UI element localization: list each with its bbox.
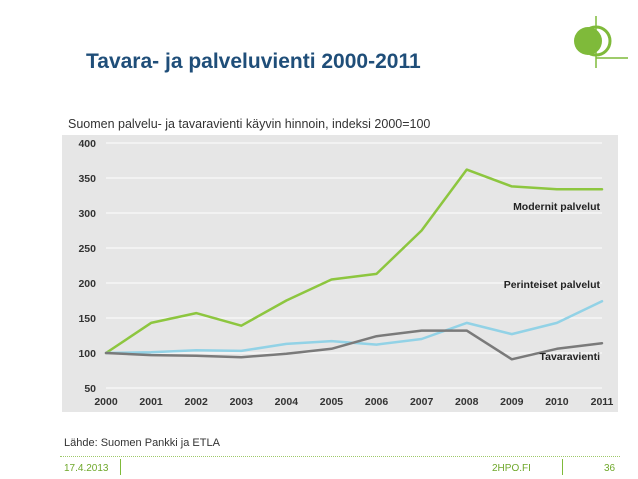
x-tick-label: 2009 xyxy=(500,396,524,408)
series-line xyxy=(104,329,604,361)
footer-date: 17.4.2013 xyxy=(64,463,109,474)
series-line xyxy=(104,168,604,355)
footer-site: 2HPO.FI xyxy=(492,463,531,474)
x-tick-label: 2004 xyxy=(275,396,299,408)
footer-divider xyxy=(60,456,620,457)
slide-title: Tavara- ja palveluvienti 2000-2011 xyxy=(86,50,421,73)
chart-title: Suomen palvelu- ja tavaravienti käyvin h… xyxy=(68,117,431,131)
y-tick-label: 200 xyxy=(78,278,96,290)
source-note: Lähde: Suomen Pankki ja ETLA xyxy=(64,437,220,449)
x-tick-label: 2000 xyxy=(94,396,118,408)
y-tick-label: 300 xyxy=(78,208,96,220)
x-tick-label: 2007 xyxy=(410,396,434,408)
x-tick-label: 2006 xyxy=(365,396,389,408)
series-label: Tavaravienti xyxy=(539,351,600,363)
x-tick-label: 2005 xyxy=(320,396,344,408)
chart: 50 100 150 200 250 300 350 400 2000 2001 2002 2003 2… xyxy=(62,113,618,413)
y-tick-label: 150 xyxy=(78,313,96,325)
x-tick-label: 2010 xyxy=(545,396,569,408)
y-tick-label: 250 xyxy=(78,243,96,255)
x-tick-label: 2008 xyxy=(455,396,479,408)
series-label: Perinteiset palvelut xyxy=(504,279,601,291)
y-tick-label: 50 xyxy=(84,383,96,395)
series-label: Modernit palvelut xyxy=(513,201,600,213)
logo-icon xyxy=(574,16,628,68)
footer-separator xyxy=(120,459,121,475)
x-tick-label: 2001 xyxy=(139,396,163,408)
plot-background xyxy=(62,135,618,412)
x-tick-label: 2011 xyxy=(591,396,614,408)
footer-separator xyxy=(562,459,563,475)
x-tick-label: 2003 xyxy=(230,396,254,408)
y-tick-label: 350 xyxy=(78,173,96,185)
page-number: 36 xyxy=(604,463,616,474)
y-tick-label: 100 xyxy=(78,348,96,360)
chart-svg: 50 100 150 200 250 300 350 400 2000 2001 2002 2003 2… xyxy=(62,135,618,412)
y-tick-label: 400 xyxy=(78,138,96,150)
x-tick-label: 2002 xyxy=(185,396,209,408)
